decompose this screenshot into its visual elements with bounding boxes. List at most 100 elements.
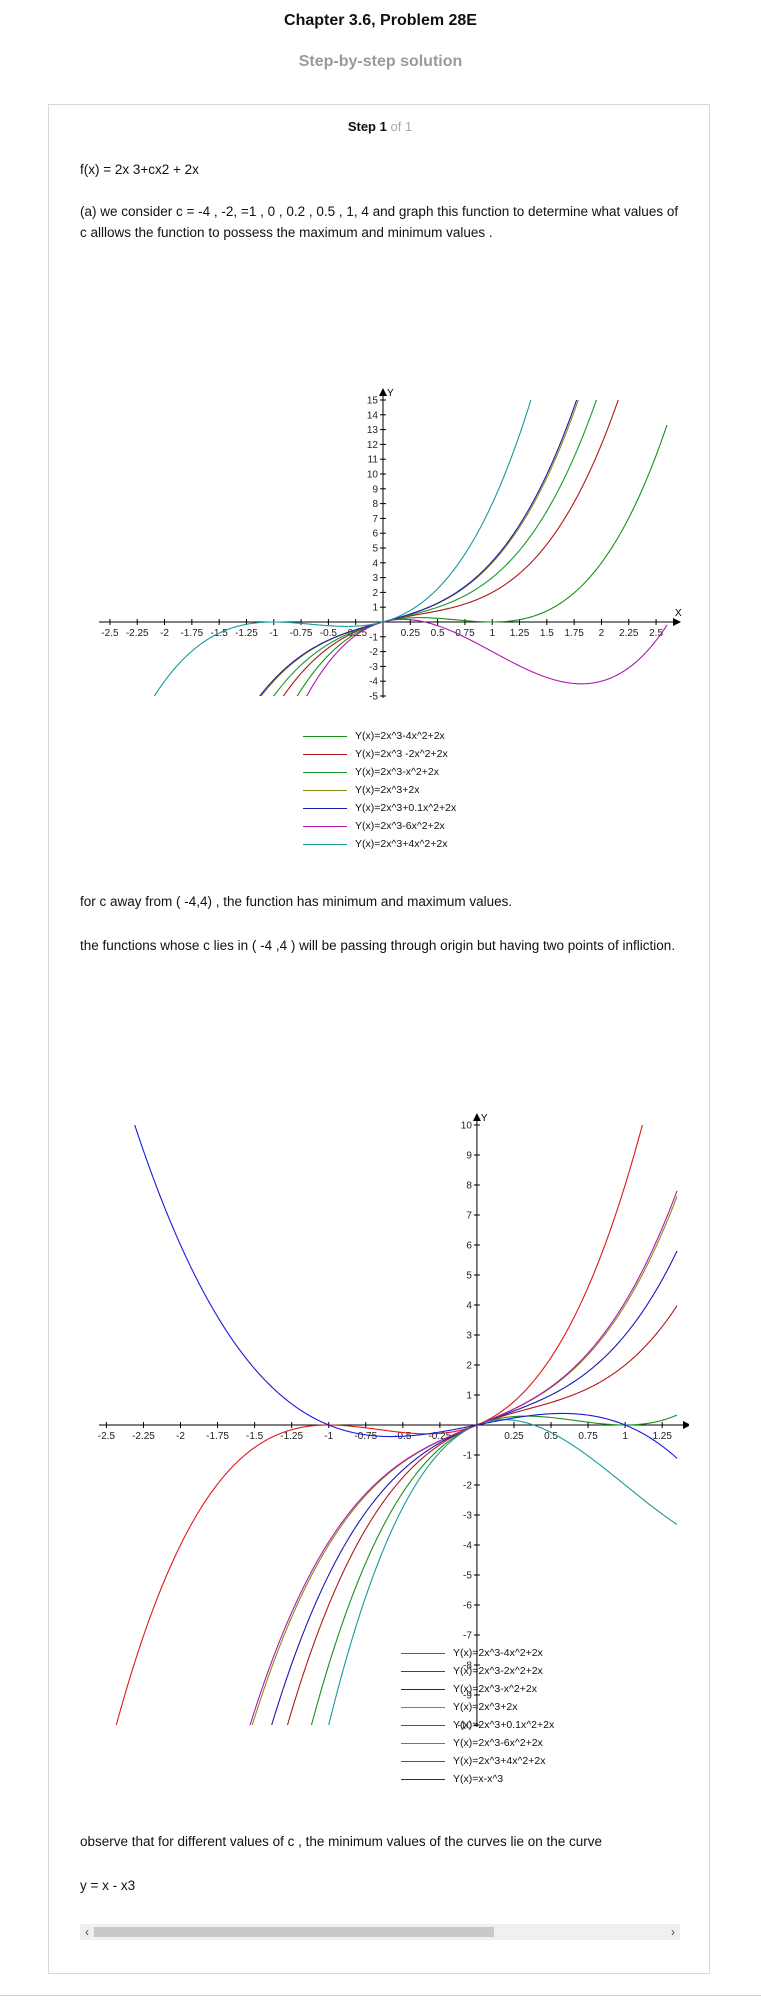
legend-swatch bbox=[401, 1652, 445, 1654]
x-tick-label: -1.75 bbox=[206, 1431, 229, 1442]
y-tick-label: 3 bbox=[372, 573, 378, 584]
legend-label: Y(x)=2x^3+2x bbox=[453, 1701, 518, 1713]
legend-label: Y(x)=2x^3-6x^2+2x bbox=[453, 1737, 543, 1749]
legend-swatch bbox=[401, 1688, 445, 1690]
y-tick-label: -6 bbox=[463, 1601, 472, 1612]
x-tick-label: 0.25 bbox=[401, 628, 421, 639]
legend-swatch bbox=[401, 1670, 445, 1672]
x-tick-label: -2 bbox=[176, 1431, 185, 1442]
y-tick-label: 9 bbox=[372, 484, 378, 495]
y-tick-label: 7 bbox=[466, 1211, 472, 1222]
function-definition: f(x) = 2x 3+cx2 + 2x bbox=[80, 162, 199, 177]
x-tick-label: 1.25 bbox=[510, 628, 530, 639]
y-tick-label: -3 bbox=[369, 662, 378, 673]
y-tick-label: 14 bbox=[367, 410, 379, 421]
legend-swatch bbox=[401, 1706, 445, 1708]
legend-item: Y(x)=2x^3-6x^2+2x bbox=[401, 1734, 554, 1752]
y-tick-label: -10 bbox=[457, 1721, 472, 1732]
legend-swatch bbox=[303, 843, 347, 845]
legend-label: Y(x)=2x^3+0.1x^2+2x bbox=[453, 1719, 555, 1731]
legend-label: Y(x)=2x^3-6x^2+2x bbox=[355, 820, 445, 832]
step-label: Step 1 bbox=[347, 119, 387, 134]
y-tick-label: -4 bbox=[369, 677, 378, 688]
page-subtitle: Step-by-step solution bbox=[298, 53, 463, 70]
legend-swatch bbox=[303, 735, 347, 737]
y-tick-label: 5 bbox=[466, 1271, 472, 1282]
graph-2: Y-2.5 -2.25 -2 -1.75 -1.5 -1.25 -1 -0.75 -0.5 -0.… bbox=[98, 1113, 689, 1732]
series-line bbox=[271, 1250, 678, 1725]
series-line bbox=[153, 400, 532, 696]
x-tick-label: 0.75 bbox=[578, 1431, 598, 1442]
legend-swatch bbox=[401, 1724, 445, 1726]
scrollbar-thumb[interactable] bbox=[94, 1927, 494, 1937]
x-tick-label: 1 bbox=[622, 1431, 628, 1442]
x-tick-label: -2.5 bbox=[98, 1431, 116, 1442]
y-tick-label: -4 bbox=[463, 1541, 472, 1552]
y-tick-label: -8 bbox=[463, 1661, 472, 1672]
y-tick-label: 5 bbox=[372, 544, 378, 555]
x-axis-arrow-icon bbox=[673, 618, 681, 626]
series-line bbox=[310, 1414, 678, 1725]
x-tick-label: -2.25 bbox=[126, 628, 149, 639]
series-line bbox=[286, 1305, 678, 1725]
y-tick-label: 3 bbox=[466, 1331, 472, 1342]
away-text: for c away from ( -4,4) , the function h… bbox=[80, 894, 513, 909]
horizontal-scrollbar[interactable]: ‹ › bbox=[80, 1924, 680, 1940]
series-line bbox=[134, 1125, 678, 1459]
x-tick-label: 2.25 bbox=[619, 628, 639, 639]
y-tick-label: -3 bbox=[463, 1511, 472, 1522]
y-tick-label: 15 bbox=[367, 396, 379, 407]
legend-1: Y(x)=2x^3-4x^2+2x Y(x)=2x^3 -2x^2+2x Y(x)=… bbox=[303, 727, 456, 853]
scroll-right-arrow-icon[interactable]: › bbox=[671, 1925, 675, 1939]
x-tick-label: 1.75 bbox=[564, 628, 584, 639]
x-tick-label: -0.5 bbox=[320, 628, 338, 639]
y-tick-label: -5 bbox=[463, 1571, 472, 1582]
legend-item: Y(x)=2x^3+4x^2+2x bbox=[401, 1752, 554, 1770]
x-axis-label: X bbox=[675, 608, 682, 619]
x-tick-label: 1.25 bbox=[652, 1431, 672, 1442]
series-line bbox=[251, 1196, 678, 1725]
y-tick-label: 1 bbox=[466, 1391, 472, 1402]
legend-label: Y(x)=2x^3-x^2+2x bbox=[453, 1683, 537, 1695]
legend-swatch bbox=[303, 825, 347, 827]
legend-item: Y(x)=2x^3-6x^2+2x bbox=[303, 817, 456, 835]
y-tick-label: 7 bbox=[372, 514, 378, 525]
x-tick-label: 0.75 bbox=[455, 628, 475, 639]
x-tick-label: -1.25 bbox=[280, 1431, 303, 1442]
legend-label: Y(x)=2x^3 -2x^2+2x bbox=[355, 748, 448, 760]
scroll-left-arrow-icon[interactable]: ‹ bbox=[85, 1925, 89, 1939]
legend-item: Y(x)=2x^3-x^2+2x bbox=[401, 1680, 554, 1698]
y-tick-label: 10 bbox=[461, 1121, 473, 1132]
x-tick-label: -2.5 bbox=[101, 628, 119, 639]
legend-swatch bbox=[303, 789, 347, 791]
legend-label: Y(x)=2x^3+4x^2+2x bbox=[355, 838, 448, 850]
legend-swatch bbox=[303, 771, 347, 773]
x-tick-label: 0.25 bbox=[504, 1431, 524, 1442]
y-tick-label: -7 bbox=[463, 1631, 472, 1642]
y-axis-arrow-icon bbox=[379, 388, 387, 396]
y-tick-label: 6 bbox=[466, 1241, 472, 1252]
series-line bbox=[115, 1125, 643, 1725]
y-axis-label: Y bbox=[387, 388, 394, 399]
step-of: of 1 bbox=[390, 119, 413, 134]
x-tick-label: 2.5 bbox=[649, 628, 663, 639]
legend-swatch bbox=[401, 1742, 445, 1744]
legend-item: Y(x)=2x^3 -2x^2+2x bbox=[303, 745, 456, 763]
x-tick-label: -1.5 bbox=[246, 1431, 264, 1442]
series-line bbox=[249, 1190, 678, 1725]
legend-label: Y(x)=2x^3-2x^2+2x bbox=[453, 1665, 543, 1677]
solution-card: Step 1 of 1 f(x) = 2x 3+cx2 + 2x (a) we … bbox=[48, 104, 710, 1974]
part-a-text: (a) we consider c = -4 , -2, =1 , 0 , 0.… bbox=[80, 204, 679, 240]
y-tick-label: 9 bbox=[466, 1151, 472, 1162]
legend-swatch bbox=[303, 807, 347, 809]
y-tick-label: 8 bbox=[372, 499, 378, 510]
y-tick-label: 13 bbox=[367, 425, 379, 436]
x-tick-label: -1.75 bbox=[180, 628, 203, 639]
legend-swatch bbox=[401, 1778, 445, 1780]
x-tick-label: 1 bbox=[489, 628, 495, 639]
x-tick-label: -0.75 bbox=[290, 628, 313, 639]
legend-label: Y(x)=x-x^3 bbox=[453, 1773, 504, 1785]
legend-item: Y(x)=2x^3+0.1x^2+2x bbox=[303, 799, 456, 817]
legend-label: Y(x)=2x^3-4x^2+2x bbox=[453, 1647, 543, 1659]
y-tick-label: -9 bbox=[463, 1691, 472, 1702]
